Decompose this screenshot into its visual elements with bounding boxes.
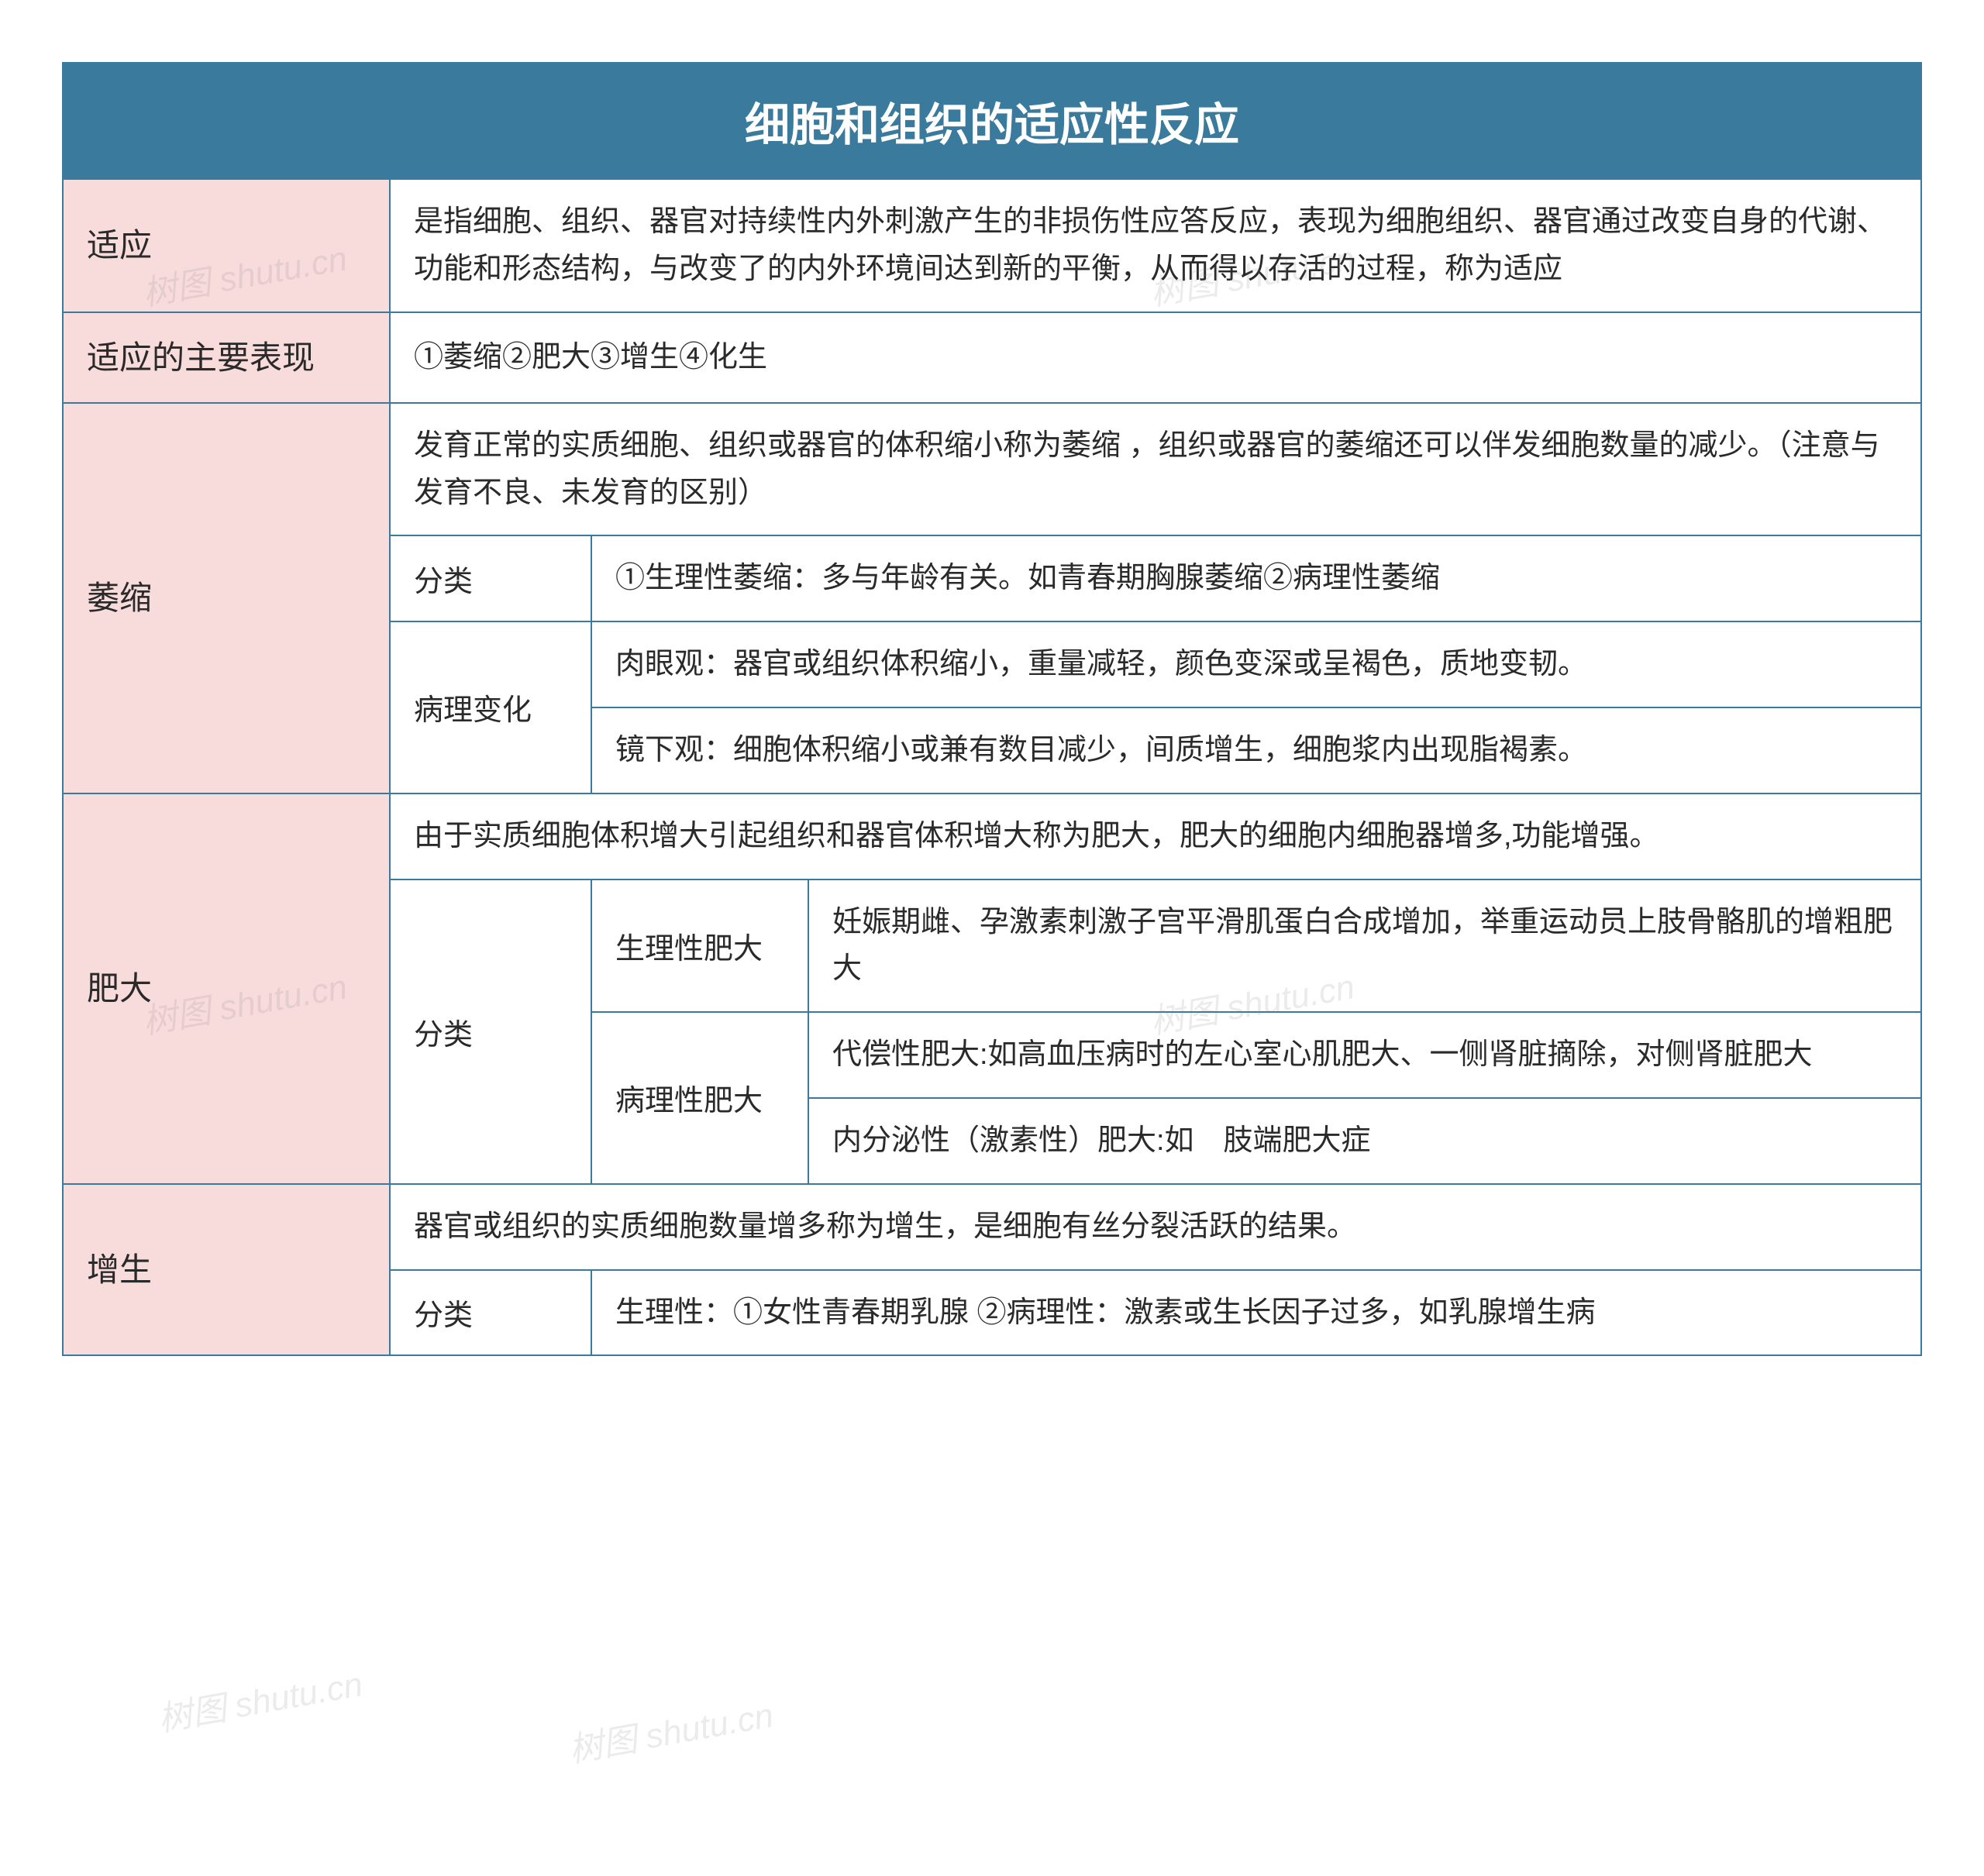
- atrophy-gross: 肉眼观：器官或组织体积缩小，重量减轻，颜色变深或呈褐色，质地变韧。: [591, 622, 1920, 707]
- hyp-physiological-row: 生理性肥大 妊娠期雌、孕激素刺激子宫平滑肌蛋白合成增加，举重运动员上肢骨骼肌的增…: [591, 880, 1920, 1012]
- watermark-text: 树图 shutu.cn: [564, 1687, 777, 1771]
- hypertrophy-class-label: 分类: [389, 880, 591, 1183]
- atrophy-class-label: 分类: [389, 536, 591, 621]
- content-adaptation: 是指细胞、组织、器官对持续性内外刺激产生的非损伤性应答反应，表现为细胞组织、器官…: [389, 180, 1920, 312]
- section-atrophy: 萎缩 发育正常的实质细胞、组织或器官的体积缩小称为萎缩 ，组织或器官的萎缩还可以…: [64, 402, 1920, 793]
- hyp-path-item2: 内分泌性（激素性）肥大:如 肢端肥大症: [808, 1097, 1920, 1183]
- hyperplasia-class-label: 分类: [389, 1271, 591, 1355]
- label-manifestations: 适应的主要表现: [64, 313, 389, 402]
- atrophy-path-label: 病理变化: [389, 622, 591, 793]
- hyp-phys-label: 生理性肥大: [591, 880, 808, 1012]
- label-hypertrophy: 肥大: [64, 794, 389, 1183]
- section-manifestations: 适应的主要表现 ①萎缩②肥大③增生④化生: [64, 312, 1920, 402]
- hyp-path-item1: 代偿性肥大:如高血压病时的左心室心肌肥大、一侧肾脏摘除，对侧肾脏肥大: [808, 1013, 1920, 1097]
- hyp-pathological-row: 病理性肥大 代偿性肥大:如高血压病时的左心室心肌肥大、一侧肾脏摘除，对侧肾脏肥大…: [591, 1011, 1920, 1183]
- section-adaptation: 适应 是指细胞、组织、器官对持续性内外刺激产生的非损伤性应答反应，表现为细胞组织…: [64, 178, 1920, 312]
- hyp-phys-content: 妊娠期雌、孕激素刺激子宫平滑肌蛋白合成增加，举重运动员上肢骨骼肌的增粗肥大: [808, 880, 1920, 1012]
- watermark-text: 树图 shutu.cn: [153, 1656, 366, 1740]
- label-hyperplasia: 增生: [64, 1185, 389, 1355]
- atrophy-classification-row: 分类 ①生理性萎缩：多与年龄有关。如青春期胸腺萎缩②病理性萎缩: [389, 535, 1920, 621]
- hyperplasia-class-row: 分类 生理性：①女性青春期乳腺 ②病理性：激素或生长因子过多，如乳腺增生病: [389, 1269, 1920, 1355]
- atrophy-class-content: ①生理性萎缩：多与年龄有关。如青春期胸腺萎缩②病理性萎缩: [591, 536, 1920, 621]
- hypertrophy-class-row: 分类 生理性肥大 妊娠期雌、孕激素刺激子宫平滑肌蛋白合成增加，举重运动员上肢骨骼…: [389, 879, 1920, 1183]
- section-hyperplasia: 增生 器官或组织的实质细胞数量增多称为增生，是细胞有丝分裂活跃的结果。 分类 生…: [64, 1183, 1920, 1355]
- label-atrophy: 萎缩: [64, 404, 389, 793]
- title-bar: 细胞和组织的适应性反应: [64, 62, 1920, 178]
- atrophy-pathology-row: 病理变化 肉眼观：器官或组织体积缩小，重量减轻，颜色变深或呈褐色，质地变韧。 镜…: [389, 621, 1920, 793]
- hyp-path-label: 病理性肥大: [591, 1013, 808, 1183]
- atrophy-definition: 发育正常的实质细胞、组织或器官的体积缩小称为萎缩 ，组织或器官的萎缩还可以伴发细…: [389, 404, 1920, 535]
- page-title: 细胞和组织的适应性反应: [745, 100, 1239, 150]
- content-manifestations: ①萎缩②肥大③增生④化生: [389, 313, 1920, 402]
- hyperplasia-definition: 器官或组织的实质细胞数量增多称为增生，是细胞有丝分裂活跃的结果。: [389, 1185, 1920, 1269]
- section-hypertrophy: 肥大 由于实质细胞体积增大引起组织和器官体积增大称为肥大，肥大的细胞内细胞器增多…: [64, 793, 1920, 1183]
- diagram-container: 细胞和组织的适应性反应 适应 是指细胞、组织、器官对持续性内外刺激产生的非损伤性…: [62, 62, 1922, 1356]
- atrophy-micro: 镜下观：细胞体积缩小或兼有数目减少，间质增生，细胞浆内出现脂褐素。: [591, 707, 1920, 793]
- label-adaptation: 适应: [64, 180, 389, 312]
- hypertrophy-definition: 由于实质细胞体积增大引起组织和器官体积增大称为肥大，肥大的细胞内细胞器增多,功能…: [389, 794, 1920, 879]
- hyperplasia-class-content: 生理性：①女性青春期乳腺 ②病理性：激素或生长因子过多，如乳腺增生病: [591, 1271, 1920, 1355]
